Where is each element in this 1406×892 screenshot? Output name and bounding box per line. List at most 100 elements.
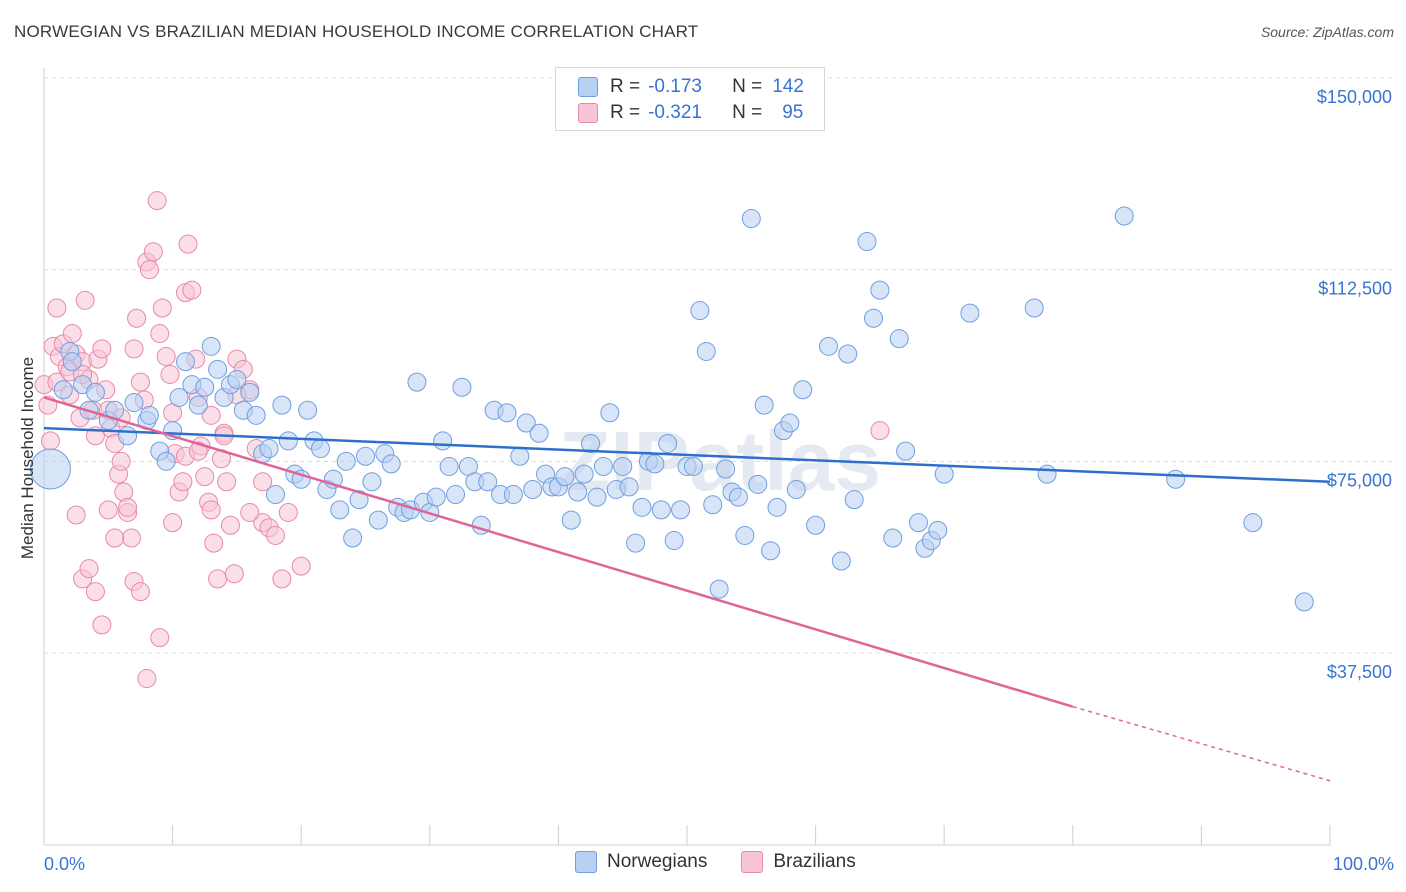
brazilian-point: [152, 298, 172, 318]
norwegian-point: [497, 403, 517, 423]
y-axis-title: Median Household Income: [18, 357, 37, 559]
norwegian-point: [716, 459, 736, 479]
y-tick-label: $75,000: [1327, 470, 1392, 490]
grid-lines: [44, 77, 1392, 654]
norwegian-point: [908, 513, 928, 533]
legend-r-label: R =: [610, 76, 641, 97]
norwegian-point: [767, 497, 787, 517]
norwegian-point: [53, 380, 73, 400]
brazilians-trend-line: [43, 396, 1074, 708]
norwegian-point: [645, 454, 665, 474]
legend-label-norwegians: Norwegians: [607, 851, 708, 872]
norwegian-point: [844, 490, 864, 510]
norwegian-point: [741, 209, 761, 229]
norwegian-point: [786, 479, 806, 499]
norwegians-points: [29, 206, 1314, 612]
norwegian-point: [201, 336, 221, 356]
brazilian-point: [272, 569, 292, 589]
norwegian-point: [381, 454, 401, 474]
brazilian-point: [182, 280, 202, 300]
brazilian-point: [173, 472, 193, 492]
norwegian-point: [343, 528, 363, 548]
norwegian-point: [407, 372, 427, 392]
brazilian-point: [253, 472, 273, 492]
brazilian-point: [201, 405, 221, 425]
brazilian-point: [47, 298, 67, 318]
brazilian-point: [201, 500, 221, 520]
brazilian-point: [111, 451, 131, 471]
norwegian-point: [529, 423, 549, 443]
norwegian-point: [671, 500, 691, 520]
norwegian-point: [368, 510, 388, 530]
brazilian-point: [870, 421, 890, 441]
norwegian-point: [838, 344, 858, 364]
legend-r-label: R =: [610, 102, 641, 123]
norwegian-point: [754, 395, 774, 415]
brazilian-point: [92, 615, 112, 635]
norwegian-point: [793, 380, 813, 400]
norwegian-point: [806, 515, 826, 535]
norwegian-point: [857, 232, 877, 252]
legend-swatch-pink: [741, 851, 764, 873]
norwegian-point: [510, 446, 530, 466]
brazilian-point: [137, 669, 157, 689]
norwegian-point: [780, 413, 800, 433]
norwegian-point: [208, 359, 228, 379]
norwegian-point: [118, 426, 138, 446]
brazilian-point: [98, 500, 118, 520]
norwegian-point: [62, 352, 82, 372]
brazilian-point: [130, 582, 150, 602]
brazilian-point: [224, 564, 244, 584]
norwegian-point: [1166, 469, 1186, 489]
brazilian-point: [220, 515, 240, 535]
norwegian-point: [278, 431, 298, 451]
norwegian-point: [703, 495, 723, 515]
brazilian-point: [240, 502, 260, 522]
norwegian-point: [889, 329, 909, 349]
legend-n-label: N =: [732, 102, 763, 123]
brazilian-point: [150, 324, 170, 344]
brazilian-point: [178, 234, 198, 254]
brazilian-point: [85, 582, 105, 602]
norwegian-point: [870, 280, 890, 300]
brazilian-point: [291, 556, 311, 576]
brazilian-point: [92, 339, 112, 359]
legend-r-value: -0.173: [648, 76, 702, 97]
norwegian-point: [761, 541, 781, 561]
norwegian-point: [310, 439, 330, 459]
brazilian-point: [278, 502, 298, 522]
norwegian-point: [574, 464, 594, 484]
brazilian-point: [79, 559, 99, 579]
brazilian-point: [127, 308, 147, 328]
norwegian-point: [593, 456, 613, 476]
brazilian-point: [130, 372, 150, 392]
norwegian-point: [175, 352, 195, 372]
norwegian-point: [683, 456, 703, 476]
norwegian-point: [362, 472, 382, 492]
norwegian-point: [709, 579, 729, 599]
norwegian-point: [503, 485, 523, 505]
brazilian-point: [143, 242, 163, 262]
norwegian-point: [1294, 592, 1314, 612]
norwegians-trend-line: [43, 426, 1331, 484]
norwegian-point: [658, 433, 678, 453]
brazilian-point: [195, 467, 215, 487]
legend-swatch-blue: [575, 851, 597, 873]
norwegian-point: [433, 431, 453, 451]
norwegian-point: [728, 487, 748, 507]
norwegian-point: [581, 433, 601, 453]
norwegian-point: [439, 456, 459, 476]
norwegian-point: [195, 377, 215, 397]
norwegian-point: [516, 413, 536, 433]
axis-labels: $37,500 $75,000 $112,500 $150,000 0.0% 100.0%…: [18, 87, 1394, 874]
brazilians-points: [34, 191, 890, 689]
brazilian-point: [160, 364, 180, 384]
norwegian-point: [568, 482, 588, 502]
norwegian-point: [613, 456, 633, 476]
norwegian-point: [1243, 513, 1263, 533]
norwegian-point: [188, 395, 208, 415]
norwegian-point: [291, 469, 311, 489]
norwegian-point: [831, 551, 851, 571]
brazilian-point: [188, 441, 208, 461]
